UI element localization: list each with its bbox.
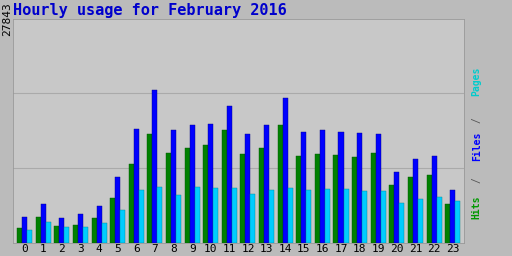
Bar: [413, 159, 418, 242]
Bar: [92, 218, 97, 242]
Text: /: /: [472, 177, 482, 183]
Bar: [227, 106, 232, 242]
Bar: [232, 188, 237, 242]
Bar: [338, 132, 344, 242]
Bar: [320, 130, 325, 242]
Bar: [101, 223, 106, 242]
Bar: [371, 153, 376, 242]
Bar: [166, 153, 171, 242]
Text: Hits: Hits: [472, 195, 482, 219]
Bar: [17, 228, 22, 242]
Bar: [78, 214, 83, 242]
Bar: [245, 134, 250, 242]
Bar: [426, 175, 432, 242]
Bar: [153, 90, 157, 242]
Bar: [408, 177, 413, 242]
Bar: [455, 201, 460, 242]
Bar: [445, 204, 450, 242]
Bar: [394, 172, 399, 242]
Text: Hourly usage for February 2016: Hourly usage for February 2016: [13, 3, 287, 18]
Bar: [27, 230, 32, 242]
Bar: [333, 155, 338, 242]
Bar: [110, 198, 115, 242]
Bar: [46, 222, 51, 242]
Bar: [399, 203, 404, 242]
Bar: [41, 204, 46, 242]
Bar: [120, 210, 125, 242]
Bar: [432, 156, 437, 242]
Bar: [222, 130, 227, 242]
Bar: [259, 148, 264, 242]
Bar: [97, 206, 101, 242]
Bar: [115, 177, 120, 242]
Bar: [301, 132, 306, 242]
Bar: [65, 227, 70, 242]
Bar: [157, 187, 162, 242]
Bar: [171, 130, 176, 242]
Bar: [362, 191, 367, 242]
Bar: [389, 185, 394, 242]
Bar: [36, 217, 41, 242]
Bar: [83, 227, 88, 242]
Bar: [22, 217, 27, 242]
Bar: [73, 225, 78, 242]
Bar: [288, 188, 293, 242]
Bar: [381, 191, 386, 242]
Text: Pages: Pages: [472, 67, 482, 96]
Bar: [418, 199, 423, 242]
Bar: [315, 154, 320, 242]
Bar: [352, 157, 357, 242]
Bar: [59, 218, 65, 242]
Bar: [376, 134, 381, 242]
Bar: [208, 124, 214, 242]
Bar: [296, 156, 301, 242]
Bar: [176, 195, 181, 242]
Bar: [189, 125, 195, 242]
Bar: [54, 227, 59, 242]
Bar: [147, 134, 153, 242]
Bar: [264, 125, 269, 242]
Bar: [306, 189, 311, 242]
Bar: [278, 125, 283, 242]
Bar: [437, 197, 441, 242]
Bar: [195, 187, 200, 242]
Bar: [250, 194, 255, 242]
Bar: [241, 154, 245, 242]
Bar: [344, 189, 349, 242]
Bar: [185, 148, 189, 242]
Bar: [450, 189, 455, 242]
Bar: [283, 98, 288, 242]
Bar: [139, 190, 144, 242]
Bar: [129, 164, 134, 242]
Bar: [357, 133, 362, 242]
Bar: [203, 145, 208, 242]
Bar: [214, 188, 218, 242]
Bar: [325, 189, 330, 242]
Text: /: /: [472, 117, 482, 123]
Bar: [134, 129, 139, 242]
Text: Files: Files: [472, 132, 482, 161]
Bar: [269, 190, 274, 242]
